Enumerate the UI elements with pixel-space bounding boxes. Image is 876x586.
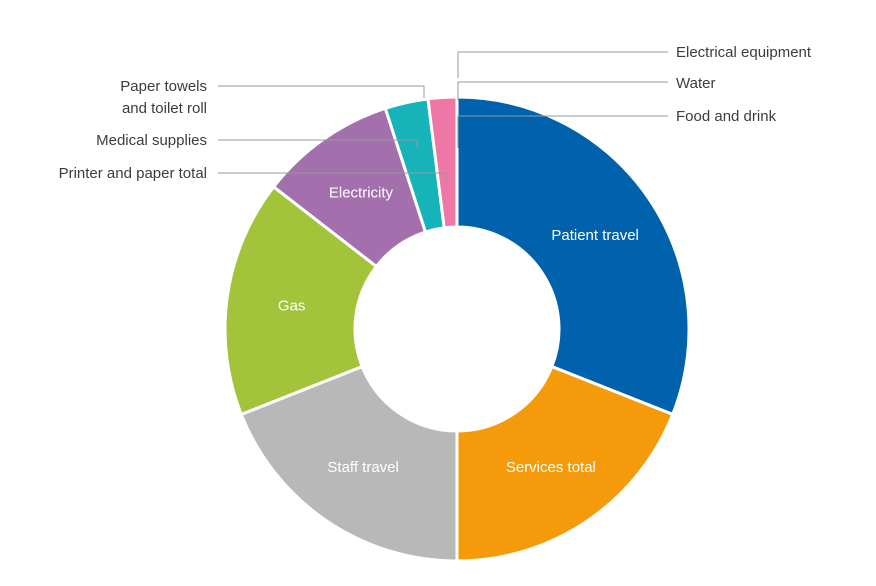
donut-slices	[223, 95, 691, 563]
label-paper-towels-line2: and toilet roll	[122, 100, 207, 117]
leader-medical-supplies	[218, 139, 418, 148]
slice-staff-travel	[239, 364, 459, 563]
inside-label-staff-travel: Staff travel	[327, 459, 398, 476]
inside-label-electricity: Electricity	[329, 184, 394, 201]
slice-paper-towels-and-toilet-roll	[426, 95, 459, 230]
label-printer-and-paper: Printer and paper total	[59, 165, 207, 182]
slice-gas	[223, 184, 379, 417]
label-water: Water	[676, 75, 715, 92]
label-paper-towels-line1: Paper towels	[120, 78, 207, 95]
leader-food-and-drink	[457, 115, 668, 148]
leader-water	[457, 81, 668, 100]
leader-printer-and-paper	[218, 172, 448, 181]
leader-paper-towels	[218, 85, 425, 98]
slice-services-total	[455, 364, 675, 563]
label-medical-supplies: Medical supplies	[96, 132, 207, 149]
inside-labels: Patient travel Services total Staff travel…	[278, 184, 639, 476]
leader-electrical-equipment	[457, 51, 668, 78]
inside-label-gas: Gas	[278, 297, 306, 314]
label-food-and-drink: Food and drink	[676, 108, 777, 125]
label-electrical-equipment: Electrical equipment	[676, 44, 812, 61]
inside-label-patient-travel: Patient travel	[551, 227, 639, 244]
inside-label-services-total: Services total	[506, 459, 596, 476]
slice-patient-travel	[455, 95, 691, 417]
